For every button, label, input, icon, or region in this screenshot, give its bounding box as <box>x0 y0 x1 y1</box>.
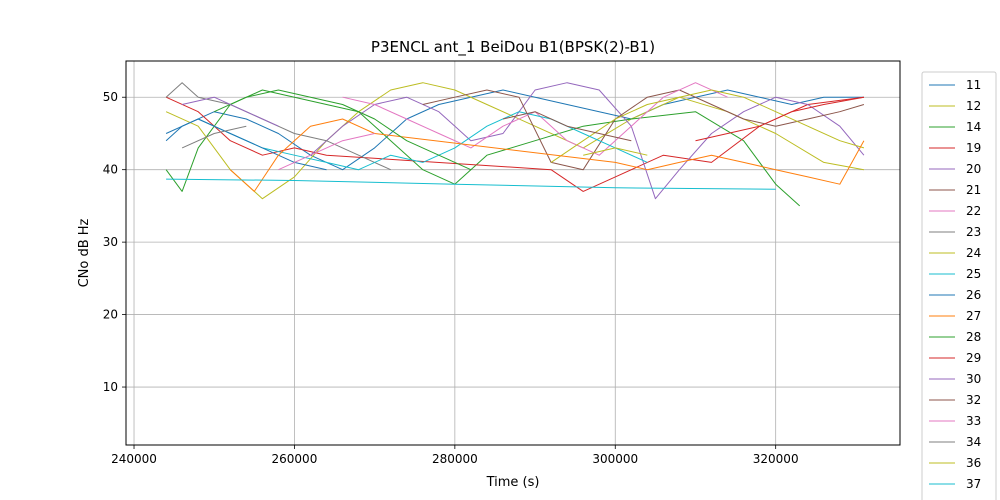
legend-label-28: 28 <box>966 330 981 344</box>
legend-label-27: 27 <box>966 309 981 323</box>
legend-label-33: 33 <box>966 414 981 428</box>
y-tick-label: 40 <box>103 163 118 177</box>
series-line-32 <box>502 111 632 142</box>
legend-label-24: 24 <box>966 246 981 260</box>
legend-label-32: 32 <box>966 393 981 407</box>
y-tick-label: 50 <box>103 90 118 104</box>
legend-label-11: 11 <box>966 78 981 92</box>
y-axis: 10 20 30 40 50 <box>103 90 126 394</box>
y-axis-title: CNo dB Hz <box>77 218 92 287</box>
series-line-36 <box>583 147 648 156</box>
legend-label-21: 21 <box>966 183 981 197</box>
legend-label-36: 36 <box>966 456 981 470</box>
y-tick-label: 30 <box>103 235 118 249</box>
series-line-26 <box>165 118 327 171</box>
legend-label-25: 25 <box>966 267 981 281</box>
legend-label-34: 34 <box>966 435 981 449</box>
series-line-30 <box>181 96 279 127</box>
x-axis: 240000 260000 280000 300000 320000 <box>111 445 799 466</box>
series-line-29 <box>695 96 864 142</box>
series-line-19 <box>165 96 864 192</box>
series-line-37 <box>166 178 776 190</box>
series-line-24 <box>550 89 865 163</box>
legend-label-14: 14 <box>966 120 981 134</box>
series-line-28 <box>213 89 472 171</box>
y-tick-label: 20 <box>103 308 118 322</box>
legend-frame <box>921 71 997 500</box>
series-line-25 <box>197 111 648 171</box>
series-line-11 <box>165 89 864 171</box>
legend: 11 12 14 19 20 21 22 23 24 25 26 27 28 29 30 32 33 34 36 37… <box>921 71 997 500</box>
legend-label-12: 12 <box>966 99 981 113</box>
series-lines <box>165 82 865 207</box>
legend-label-22: 22 <box>966 204 981 218</box>
series-line-20 <box>310 82 865 200</box>
x-tick-label: 300000 <box>592 452 638 466</box>
legend-label-37: 37 <box>966 477 981 491</box>
y-tick-label: 10 <box>103 380 118 394</box>
series-line-34 <box>181 125 247 149</box>
chart-title: P3ENCL ant_1 BeiDou B1(BPSK(2)-B1) <box>371 38 655 57</box>
x-tick-label: 240000 <box>111 452 157 466</box>
x-tick-label: 260000 <box>272 452 318 466</box>
x-tick-label: 320000 <box>753 452 799 466</box>
series-line-33 <box>278 133 375 171</box>
legend-label-20: 20 <box>966 162 981 176</box>
grid <box>126 61 900 445</box>
legend-label-30: 30 <box>966 372 981 386</box>
legend-label-40: 40 <box>966 498 981 500</box>
legend-label-29: 29 <box>966 351 981 365</box>
x-tick-label: 280000 <box>432 452 478 466</box>
series-line-27 <box>229 118 865 192</box>
x-axis-title: Time (s) <box>486 475 540 490</box>
legend-label-26: 26 <box>966 288 981 302</box>
legend-label-23: 23 <box>966 225 981 239</box>
legend-label-19: 19 <box>966 141 981 155</box>
plot-frame <box>125 60 901 446</box>
